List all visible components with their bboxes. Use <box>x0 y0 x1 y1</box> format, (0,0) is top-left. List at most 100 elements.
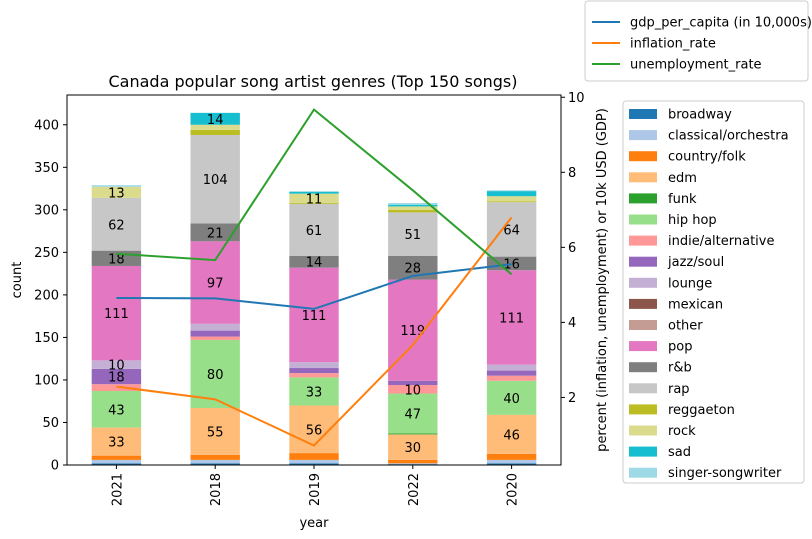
bar-hip-hop-2019 <box>289 377 339 406</box>
bar-legend-label-funk: funk <box>668 192 697 207</box>
bar-legend-swatch-hip-hop <box>629 214 657 225</box>
bar-country-folk-2022 <box>388 459 438 464</box>
bar-legend: broadway classical/orchestra country/folk e… <box>622 100 805 484</box>
bar-rock-2020 <box>486 196 537 202</box>
bar-label-edm-2020: 46 <box>503 428 520 443</box>
bar-legend-swatch-reggaeton <box>629 404 657 415</box>
bar-indie-alternative-2022 <box>388 385 438 394</box>
bar-reggaeton-2018 <box>190 129 240 135</box>
bar-label-pop-2019: 111 <box>302 309 327 324</box>
bar-country-folk-2019 <box>289 453 339 460</box>
bar-label-r-b-2019: 14 <box>306 256 323 271</box>
x-tick-label-2020: 2020 <box>506 473 521 506</box>
bar-label-rock-2021: 13 <box>108 186 125 201</box>
bar-label-rock-2019: 11 <box>306 192 323 207</box>
y-tick-label-350: 350 <box>34 161 59 176</box>
bar-label-rap-2021: 62 <box>108 218 125 233</box>
bar-singer-songwriter-2021 <box>91 185 142 187</box>
bar-label-hip-hop-2020: 40 <box>503 392 520 407</box>
bar-classical-orchestra-2021 <box>91 459 142 464</box>
bar-rap-2022 <box>388 212 438 256</box>
bar-label-rap-2018: 104 <box>203 173 228 188</box>
bar-legend-label-other: other <box>668 319 703 334</box>
bar-lounge-2021 <box>91 360 142 369</box>
bar-country-folk-2021 <box>91 455 142 460</box>
bar-r-b-2018 <box>190 223 240 242</box>
bar-label-hip-hop-2022: 47 <box>405 408 422 423</box>
bar-hip-hop-2021 <box>91 391 142 428</box>
bar-broadway-2019 <box>289 463 339 465</box>
line-legend-label-gdp-per-capita-in-10-000s: gdp_per_capita (in 10,000s) <box>630 16 812 31</box>
bar-legend-label-mexican: mexican <box>668 297 723 312</box>
y-tick-label-400: 400 <box>34 118 59 133</box>
x-tick-label-2022: 2022 <box>407 473 422 506</box>
bar-legend-label-pop: pop <box>668 340 692 355</box>
bar-lounge-2019 <box>289 362 339 369</box>
y-tick-label-100: 100 <box>34 373 59 388</box>
y2-axis: 2 4 6 8 10 <box>561 91 585 406</box>
bar-sad-2022 <box>388 204 438 207</box>
bar-jazz-soul-2018 <box>190 330 240 337</box>
bar-rap-2019 <box>289 203 339 256</box>
bar-broadway-2021 <box>91 463 142 465</box>
x-tick-label-2021: 2021 <box>110 473 125 506</box>
x-tick-label-2019: 2019 <box>308 473 323 506</box>
y2-tick-label-10: 10 <box>568 91 585 106</box>
bar-rock-2018 <box>190 124 240 130</box>
bar-legend-label-rock: rock <box>668 424 696 439</box>
bar-label-pop-2020: 111 <box>499 311 524 326</box>
bar-reggaeton-2020 <box>486 201 537 203</box>
bar-legend-swatch-classical-orchestra <box>629 130 657 141</box>
y2-tick-label-4: 4 <box>568 316 576 331</box>
bar-legend-label-classical-orchestra: classical/orchestra <box>668 129 789 144</box>
bar-edm-2021 <box>91 427 142 456</box>
line-legend-label-unemployment-rate: unemployment_rate <box>630 58 762 73</box>
bar-edm-2020 <box>486 414 537 454</box>
bar-indie-alternative-2018 <box>190 336 240 340</box>
bar-jazz-soul-2020 <box>486 370 537 376</box>
line-legend-label-inflation-rate: inflation_rate <box>630 37 716 52</box>
line-unemployment-rate <box>116 108 513 276</box>
bar-label-rap-2022: 51 <box>405 228 422 243</box>
bar-country-folk-2020 <box>486 453 537 460</box>
bar-legend-swatch-edm <box>629 172 657 183</box>
y2-tick-label-6: 6 <box>568 241 576 256</box>
lines <box>116 108 513 447</box>
bar-legend-label-rap: rap <box>668 382 690 397</box>
bar-singer-songwriter-2020 <box>486 190 537 192</box>
bar-legend-swatch-rap <box>629 383 657 394</box>
bar-legend-label-edm: edm <box>668 171 697 186</box>
bar-pop-2018 <box>190 241 240 324</box>
bar-label-edm-2022: 30 <box>405 441 422 456</box>
bar-legend-label-indie-alternative: indie/alternative <box>668 234 775 249</box>
bar-classical-orchestra-2019 <box>289 459 339 464</box>
bar-legend-label-lounge: lounge <box>668 276 712 291</box>
bar-rock-2019 <box>289 193 339 204</box>
line-legend: gdp_per_capita (in 10,000s) inflation_rat… <box>584 0 812 82</box>
bar-indie-alternative-2019 <box>289 373 339 378</box>
bar-label-r-b-2018: 21 <box>207 226 224 241</box>
y-tick-label-250: 250 <box>34 246 59 261</box>
bar-jazz-soul-2019 <box>289 368 339 374</box>
y-tick-label-200: 200 <box>34 288 59 303</box>
y2-axis-label: percent (inflation, unemployment) or 10k… <box>595 108 610 452</box>
bar-indie-alternative-2020 <box>486 375 537 381</box>
bar-broadway-2018 <box>190 463 240 465</box>
bar-rap-2018 <box>190 134 240 224</box>
bar-label-hip-hop-2021: 43 <box>108 403 125 418</box>
bar-label-jazz-soul-2021: 18 <box>108 371 125 386</box>
bar-legend-swatch-jazz-soul <box>629 256 657 267</box>
line-gdp-per-capita-in-10-000s <box>116 263 512 310</box>
bar-legend-swatch-indie-alternative <box>629 235 657 246</box>
bar-legend-swatch-other <box>629 320 657 330</box>
y-tick-label-0: 0 <box>51 459 59 474</box>
x-tick-label-2018: 2018 <box>209 473 224 506</box>
bar-legend-swatch-broadway <box>629 109 657 119</box>
line-legend-frame <box>584 0 809 82</box>
bar-label-rap-2020: 64 <box>503 223 520 238</box>
bar-indie-alternative-2021 <box>91 384 142 391</box>
y-axis-label: count <box>10 262 25 299</box>
bar-pop-2022 <box>388 279 438 381</box>
bar-label-edm-2019: 56 <box>306 423 323 438</box>
bar-label-rap-2019: 61 <box>306 224 323 239</box>
